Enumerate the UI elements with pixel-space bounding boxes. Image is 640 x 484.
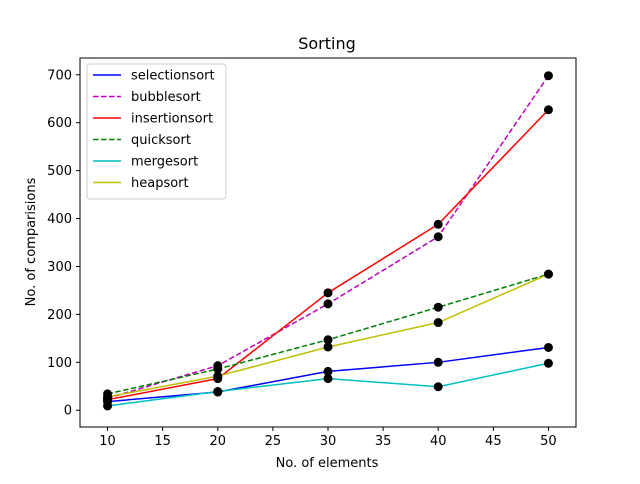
legend-box bbox=[86, 63, 227, 200]
x-tick-label-40: 40 bbox=[430, 434, 447, 449]
y-tick-label-0: 0 bbox=[64, 404, 72, 419]
data-point-selectionsort-40 bbox=[433, 357, 443, 367]
legend-label-quicksort: quicksort bbox=[131, 133, 191, 148]
x-tick-label-50: 50 bbox=[540, 434, 557, 449]
y-tick-label-200: 200 bbox=[47, 308, 72, 323]
x-tick-label-45: 45 bbox=[485, 434, 502, 449]
x-tick-label-20: 20 bbox=[210, 434, 227, 449]
data-point-mergesort-20 bbox=[213, 387, 223, 397]
data-point-selectionsort-50 bbox=[543, 342, 553, 352]
y-tick-label-300: 300 bbox=[47, 260, 72, 275]
plot-area: 10 15 20 25 30 35 40 45 500100200300400500600700… bbox=[47, 57, 577, 449]
y-tick-label-700: 700 bbox=[47, 68, 72, 83]
data-point-insertionsort-40 bbox=[433, 219, 443, 229]
data-point-heapsort-20 bbox=[213, 371, 223, 381]
x-tick-label-10: 10 bbox=[99, 434, 116, 449]
data-point-insertionsort-50 bbox=[543, 105, 553, 115]
legend-label-selectionsort: selectionsort bbox=[131, 69, 215, 84]
data-point-mergesort-50 bbox=[543, 358, 553, 368]
data-point-heapsort-10 bbox=[103, 392, 113, 402]
x-tick-label-25: 25 bbox=[265, 434, 282, 449]
y-axis-label: No. of comparisions bbox=[24, 177, 39, 306]
data-point-mergesort-30 bbox=[323, 374, 333, 384]
data-point-mergesort-40 bbox=[433, 382, 443, 392]
x-tick-label-35: 35 bbox=[375, 434, 392, 449]
data-point-bubblesort-50 bbox=[543, 71, 553, 81]
data-point-insertionsort-30 bbox=[323, 288, 333, 298]
y-tick-label-400: 400 bbox=[47, 212, 72, 227]
data-point-quicksort-40 bbox=[433, 302, 443, 312]
x-axis-label: No. of elements bbox=[276, 456, 379, 471]
data-point-heapsort-40 bbox=[433, 318, 443, 328]
legend-label-mergesort: mergesort bbox=[131, 155, 198, 170]
x-tick-label-15: 15 bbox=[154, 434, 171, 449]
y-tick-label-100: 100 bbox=[47, 356, 72, 371]
y-tick-label-600: 600 bbox=[47, 116, 72, 131]
chart-title: Sorting bbox=[298, 34, 356, 53]
data-point-bubblesort-40 bbox=[433, 232, 443, 242]
x-tick-label-30: 30 bbox=[320, 434, 337, 449]
data-point-heapsort-30 bbox=[323, 342, 333, 352]
legend-label-bubblesort: bubblesort bbox=[131, 90, 201, 105]
data-point-heapsort-50 bbox=[543, 269, 553, 279]
data-point-bubblesort-30 bbox=[323, 299, 333, 309]
data-point-mergesort-10 bbox=[103, 401, 113, 411]
y-tick-label-500: 500 bbox=[47, 164, 72, 179]
legend-label-heapsort: heapsort bbox=[131, 176, 189, 191]
legend-label-insertionsort: insertionsort bbox=[131, 112, 213, 127]
